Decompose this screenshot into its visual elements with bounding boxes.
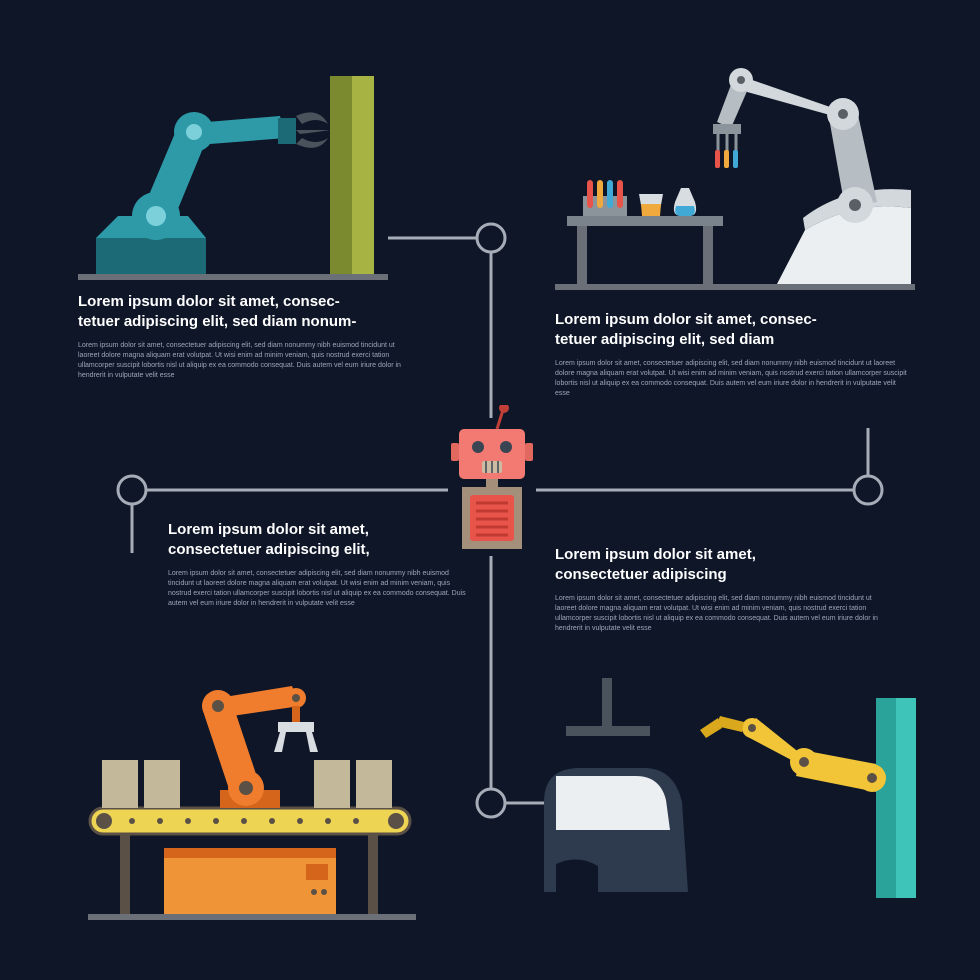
heading-top-right: Lorem ipsum dolor sit amet, consec-tetue… bbox=[555, 310, 907, 351]
text-top-right: Lorem ipsum dolor sit amet, consec-tetue… bbox=[555, 310, 907, 399]
heading-bottom-right: Lorem ipsum dolor sit amet,consectetuer … bbox=[555, 545, 887, 586]
panel-top-left bbox=[78, 66, 388, 284]
heading-top-left: Lorem ipsum dolor sit amet, consec-tetue… bbox=[78, 292, 413, 333]
robot-arm-car-icon bbox=[524, 672, 920, 904]
panel-bottom-right bbox=[524, 672, 920, 904]
robot-arm-claw-icon bbox=[78, 66, 388, 284]
heading-bottom-left: Lorem ipsum dolor sit amet,consectetuer … bbox=[168, 520, 470, 561]
body-bottom-left: Lorem ipsum dolor sit amet, consectetuer… bbox=[168, 569, 470, 610]
body-top-right: Lorem ipsum dolor sit amet, consectetuer… bbox=[555, 359, 907, 400]
robot-arm-conveyor-icon bbox=[82, 652, 422, 924]
text-top-left: Lorem ipsum dolor sit amet, consec-tetue… bbox=[78, 292, 413, 381]
panel-bottom-left bbox=[82, 652, 422, 924]
panel-top-right bbox=[555, 60, 915, 292]
body-bottom-right: Lorem ipsum dolor sit amet, consectetuer… bbox=[555, 594, 887, 635]
robot-arm-lab-icon bbox=[555, 60, 915, 292]
text-bottom-left: Lorem ipsum dolor sit amet,consectetuer … bbox=[168, 520, 470, 609]
body-top-left: Lorem ipsum dolor sit amet, consectetuer… bbox=[78, 341, 413, 382]
text-bottom-right: Lorem ipsum dolor sit amet,consectetuer … bbox=[555, 545, 887, 634]
